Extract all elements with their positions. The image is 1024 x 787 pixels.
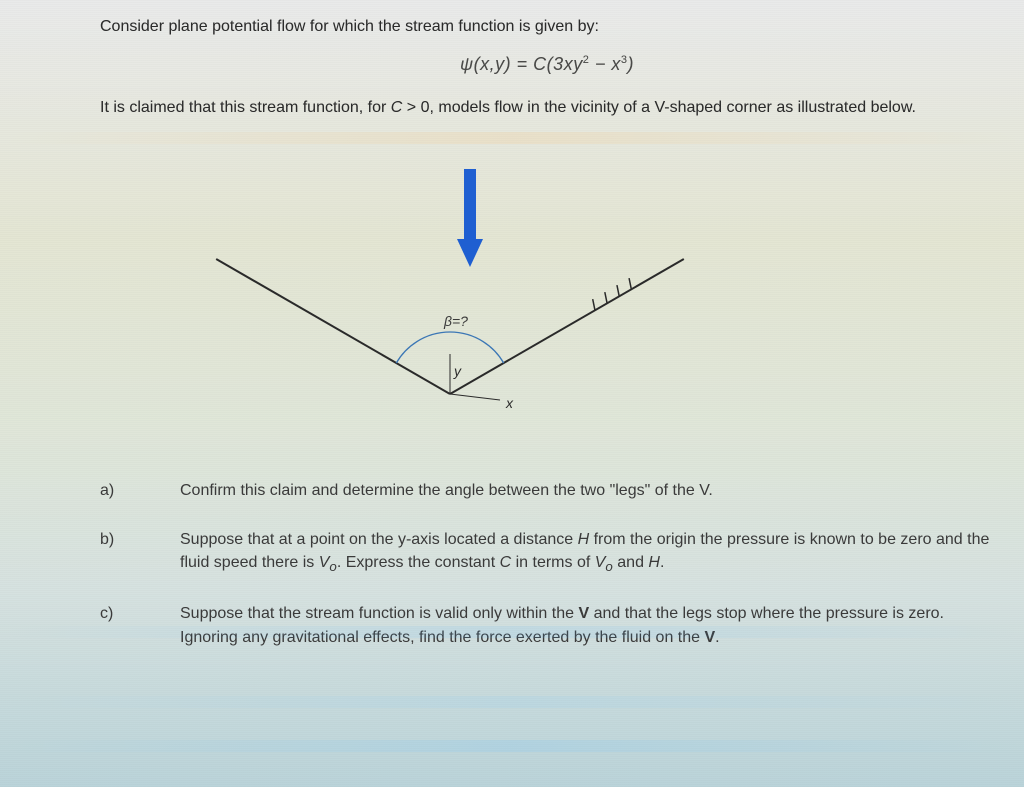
stream-function-equation: ψ(x,y) = C(3xy2 − x3) [100,54,994,75]
question-text: Confirm this claim and determine the ang… [180,479,994,502]
question-label: a) [100,479,180,502]
question-text: Suppose that at a point on the y-axis lo… [180,528,994,577]
svg-text:y: y [453,363,462,379]
color-artifact-ribbon [0,696,1024,708]
color-artifact-ribbon [0,740,1024,752]
intro-text: Consider plane potential flow for which … [100,18,994,36]
question-text: Suppose that the stream function is vali… [180,602,994,648]
v-corner-diagram: y x β=? [110,129,810,449]
question-row: c)Suppose that the stream function is va… [100,602,994,648]
question-row: a)Confirm this claim and determine the a… [100,479,994,502]
claim-text: It is claimed that this stream function,… [100,97,994,119]
question-list: a)Confirm this claim and determine the a… [100,479,994,649]
svg-text:β=?: β=? [443,313,468,329]
question-label: b) [100,528,180,551]
question-label: c) [100,602,180,625]
svg-text:x: x [505,395,514,411]
question-row: b)Suppose that at a point on the y-axis … [100,528,994,577]
diagram-svg: y x β=? [110,129,810,449]
